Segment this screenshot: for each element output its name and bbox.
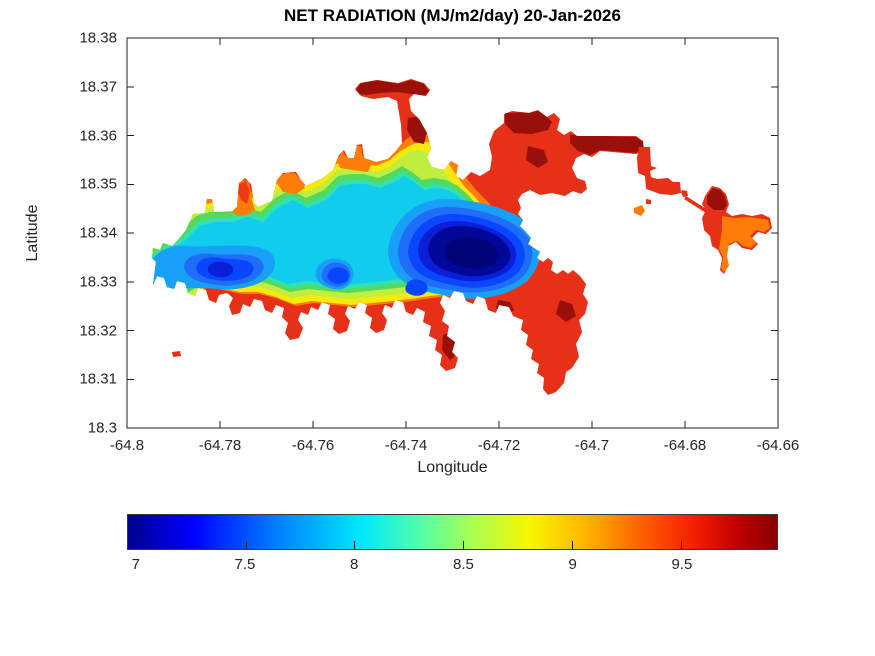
colorbar-tick-label: 9.5 — [671, 556, 693, 573]
x-tick-label: -64.76 — [291, 437, 335, 454]
east-fragment-block — [637, 147, 681, 195]
island-contour-field — [152, 79, 644, 395]
east-fragment-dot-2 — [646, 199, 651, 204]
y-tick-label: 18.3 — [87, 419, 117, 437]
contour-band-darknavy — [444, 236, 499, 269]
y-tick-label: 18.32 — [79, 322, 117, 339]
x-tick-label: -64.66 — [756, 437, 800, 454]
y-tick-label: 18.31 — [79, 370, 117, 388]
y-axis-label: Latitude — [24, 204, 41, 262]
east-fragment-dot-1 — [681, 190, 688, 197]
contour-band-deepblue-west — [207, 261, 234, 278]
coast-bump-red-a — [238, 181, 250, 204]
colorbar-tick-mark — [681, 541, 683, 549]
contour-band-blue-south — [405, 279, 428, 296]
east-fragment-orange-squiggle — [634, 205, 645, 216]
east-peninsula-orange-lobe — [719, 216, 770, 272]
x-tick-label: -64.72 — [477, 437, 521, 454]
colorbar — [127, 514, 778, 550]
coast-bump-orange-b — [276, 173, 305, 194]
east-fragment-thin-line — [684, 196, 708, 213]
x-tick-label: -64.68 — [663, 437, 707, 454]
colorbar-tick-label: 7.5 — [234, 556, 256, 573]
x-tick-label: -64.8 — [109, 437, 145, 454]
colorbar-tick-label: 8 — [350, 556, 359, 573]
colorbar-tick-label: 8.5 — [452, 556, 474, 573]
darkred-northeast-spot — [526, 146, 548, 168]
y-tick-label: 18.35 — [79, 175, 117, 193]
x-tick-label: -64.78 — [198, 437, 242, 454]
southwest-islet — [172, 351, 181, 357]
darkred-northeast-top — [505, 111, 552, 134]
y-tick-label: 18.38 — [79, 29, 117, 47]
axes-box — [126, 37, 779, 429]
darkred-northeast-strip — [570, 135, 644, 155]
darkred-north-strip — [356, 80, 429, 96]
colorbar-tick-mark — [572, 541, 574, 549]
y-tick-label: 18.37 — [79, 78, 117, 96]
colorbar-tick-mark — [354, 541, 356, 549]
colorbar-tick-mark — [463, 541, 465, 549]
darkred-se-spot — [556, 300, 576, 322]
y-tick-label: 18.33 — [79, 273, 117, 291]
colorbar-tick-label: 9 — [568, 556, 577, 573]
x-axis-label: Longitude — [417, 459, 488, 476]
x-tick-label: -64.74 — [384, 437, 428, 454]
colorbar-tick-mark — [245, 541, 247, 549]
east-fragments — [172, 147, 772, 357]
colorbar-tick-label: 7 — [131, 556, 140, 573]
plot-title: NET RADIATION (MJ/m2/day) 20-Jan-2026 — [284, 6, 621, 25]
east-peninsula-darkred-top — [707, 188, 727, 210]
y-tick-label: 18.34 — [79, 224, 117, 242]
colorbar-tick-mark — [136, 541, 138, 549]
coast-bump-orange-c — [337, 146, 372, 172]
y-tick-label: 18.36 — [79, 127, 117, 144]
x-tick-label: -64.7 — [574, 437, 610, 454]
contour-band-blue-center — [327, 267, 349, 284]
